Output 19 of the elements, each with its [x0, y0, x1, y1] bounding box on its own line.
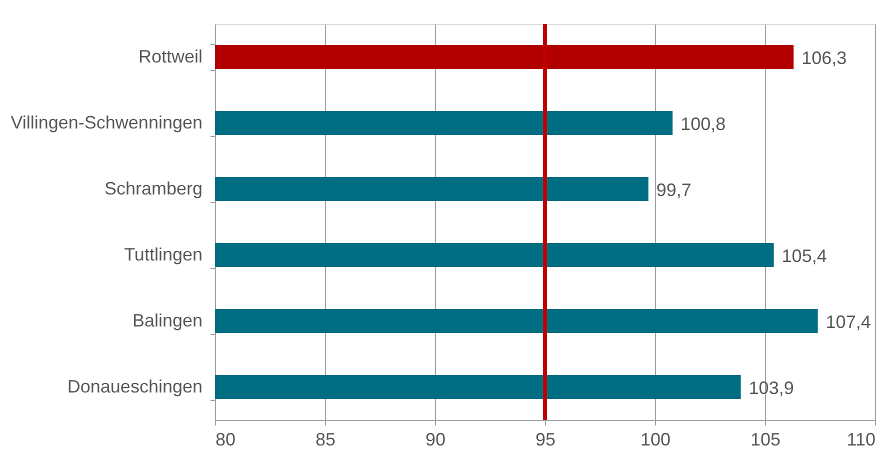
data-label: 99,7 — [656, 180, 692, 200]
data-label: 105,4 — [782, 246, 827, 266]
y-tick-label: Villingen-Schwenningen — [10, 112, 202, 132]
data-label: 103,9 — [748, 378, 794, 398]
y-tick-label: Balingen — [132, 310, 202, 330]
x-tick-label: 85 — [315, 430, 336, 450]
x-tick-label: 90 — [425, 430, 446, 450]
x-tick-label: 100 — [640, 430, 671, 450]
y-tick-label: Schramberg — [104, 178, 202, 198]
y-tick-label: Rottweil — [138, 46, 202, 66]
data-label: 106,3 — [802, 48, 847, 68]
x-tick-label: 110 — [846, 430, 876, 450]
y-tick-label: Tuttlingen — [124, 244, 202, 264]
y-tick-label: Donaueschingen — [67, 376, 202, 396]
x-tick-label: 80 — [216, 430, 236, 450]
x-tick-label: 105 — [750, 430, 781, 450]
data-label: 100,8 — [680, 114, 726, 134]
x-tick-label: 95 — [535, 430, 556, 450]
data-label: 107,4 — [826, 312, 871, 332]
